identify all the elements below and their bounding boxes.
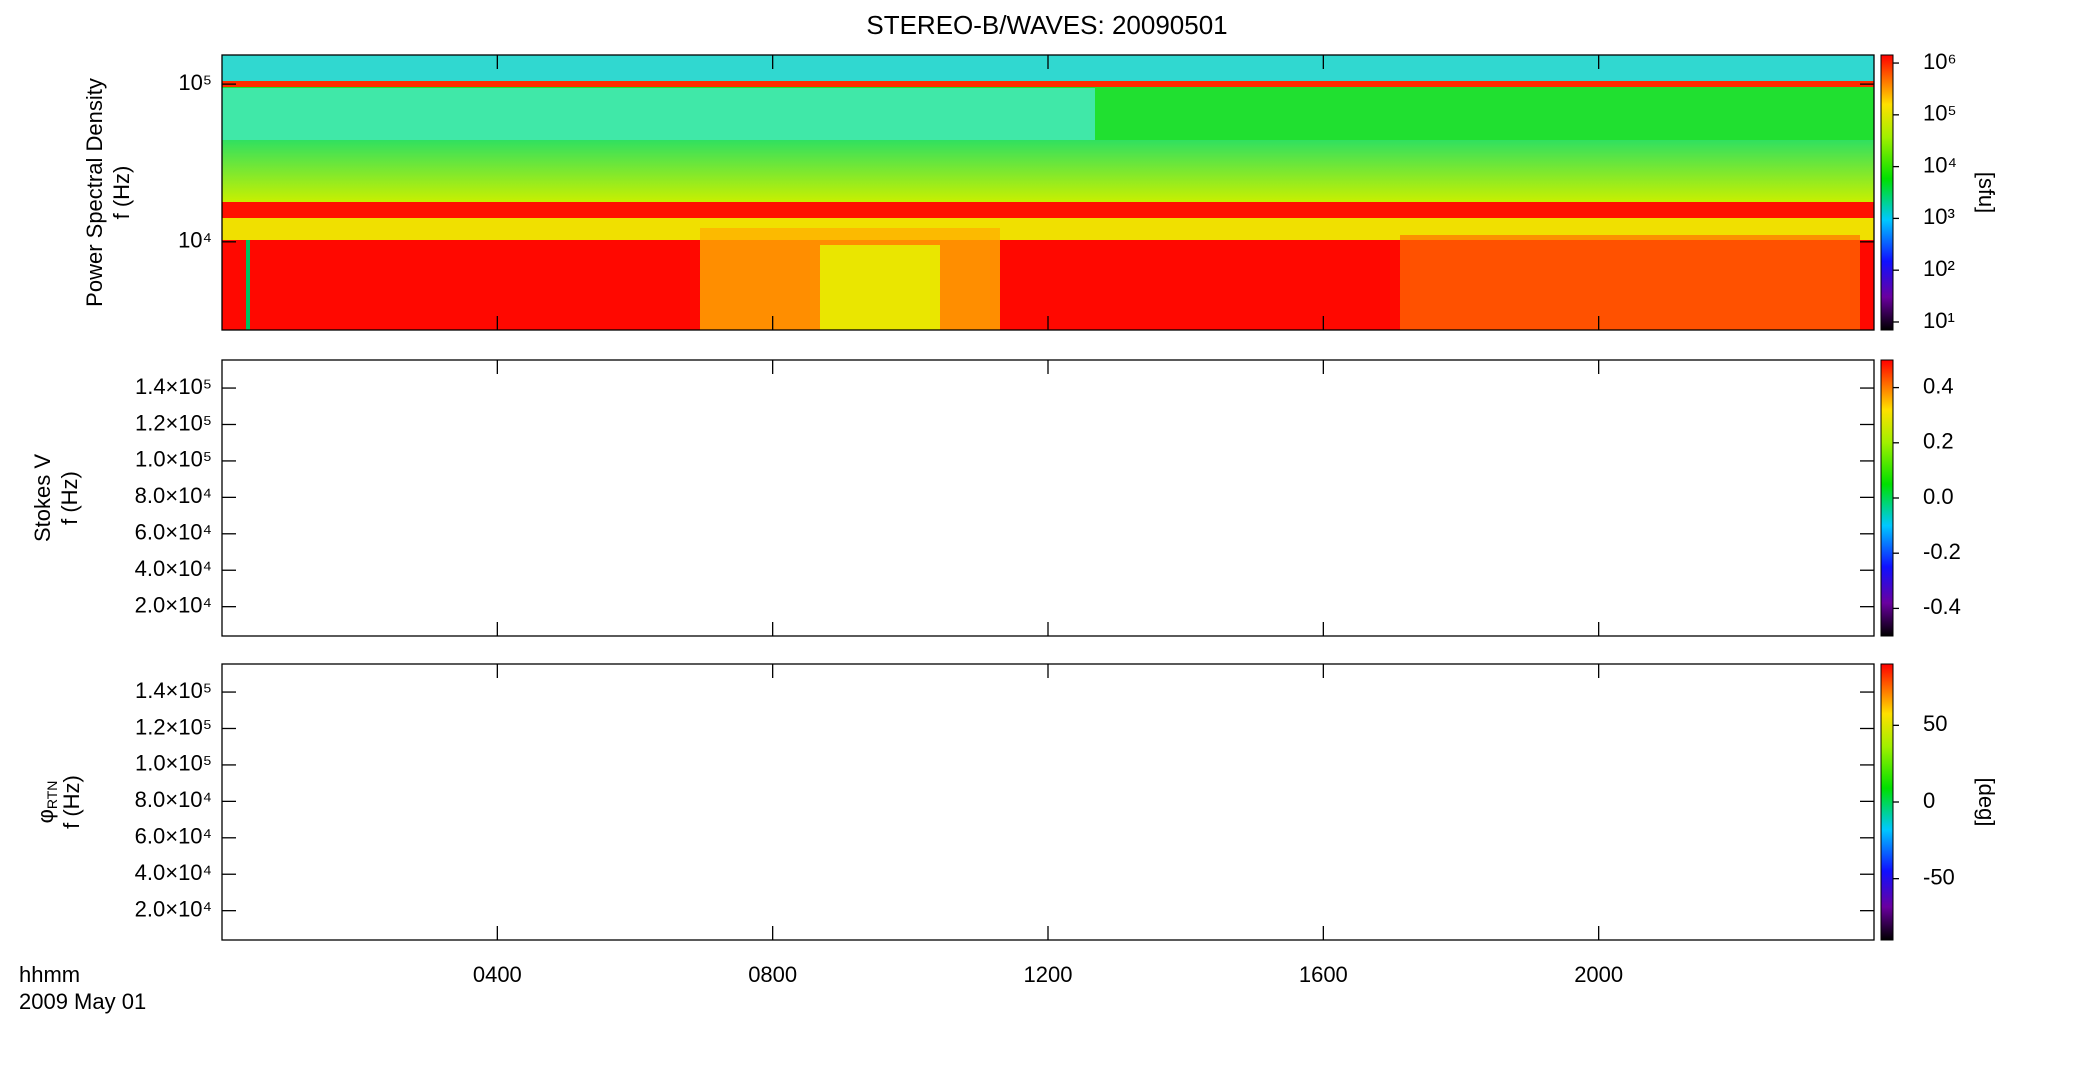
x-tick-label: 2000 (1574, 962, 1623, 987)
y-axis-label-text: f (Hz) (109, 166, 134, 220)
y-tick-label: 8.0×10⁴ (135, 483, 212, 508)
colorbar-tick-label: 10⁵ (1923, 101, 1957, 126)
chart-title: STEREO-B/WAVES: 20090501 (866, 10, 1227, 40)
y-axis-label-text: f (Hz) (59, 775, 84, 829)
colorbar-label: [deg] (1974, 778, 1999, 827)
y-tick-label: 10⁴ (178, 228, 212, 253)
colorbar-tick-label: 0 (1923, 788, 1935, 813)
x-tick-label: 1600 (1299, 962, 1348, 987)
plot-frame (221, 663, 1875, 941)
y-tick-label: 2.0×10⁴ (135, 592, 212, 617)
y-tick-label: 1.2×10⁵ (135, 410, 212, 435)
y-tick-label: 1.4×10⁵ (135, 678, 212, 703)
colorbar-tick-label: 10¹ (1923, 308, 1955, 333)
x-axis-date: 2009 May 01 (19, 989, 146, 1014)
y-axis-label-text: φ (33, 809, 58, 823)
y-tick-label: 1.0×10⁵ (135, 751, 212, 776)
colorbar (1880, 359, 1894, 637)
colorbar-tick-label: 0.2 (1923, 429, 1954, 454)
y-axis-label: f (Hz) (109, 166, 134, 220)
y-axis-label: Stokes V (30, 454, 55, 542)
y-axis-label: f (Hz) (59, 775, 84, 829)
colorbar-tick-label: 10³ (1923, 204, 1955, 229)
y-axis-label-subscript: RTN (44, 781, 60, 810)
y-tick-label: 2.0×10⁴ (135, 896, 212, 921)
y-tick-label: 4.0×10⁴ (135, 556, 212, 581)
colorbar-tick-label: 0.0 (1923, 484, 1954, 509)
colorbar-tick-label: 10⁶ (1923, 49, 1957, 74)
y-tick-label: 1.4×10⁵ (135, 374, 212, 399)
y-tick-label: 4.0×10⁴ (135, 860, 212, 885)
spectrogram (222, 55, 1874, 330)
y-axis-label: f (Hz) (57, 471, 82, 525)
colorbar-tick-label: 0.4 (1923, 373, 1954, 398)
y-tick-label: 1.2×10⁵ (135, 714, 212, 739)
x-axis-label: hhmm (19, 962, 80, 987)
colorbar-tick-label: -0.2 (1923, 539, 1961, 564)
colorbar-tick-label: -0.4 (1923, 594, 1961, 619)
x-tick-label: 0400 (473, 962, 522, 987)
x-tick-label: 0800 (748, 962, 797, 987)
colorbar (1880, 663, 1894, 941)
y-axis-label-text: f (Hz) (57, 471, 82, 525)
colorbar-label: [sfu] (1974, 172, 1999, 214)
y-tick-label: 6.0×10⁴ (135, 824, 212, 849)
plot-frame (221, 359, 1875, 637)
y-tick-label: 6.0×10⁴ (135, 520, 212, 545)
colorbar (1880, 54, 1894, 331)
y-tick-label: 1.0×10⁵ (135, 447, 212, 472)
y-tick-label: 10⁵ (178, 70, 212, 95)
y-axis-label-text: Power Spectral Density (82, 78, 107, 307)
colorbar-tick-label: 10⁴ (1923, 152, 1957, 177)
y-axis-label: φRTN (33, 781, 60, 824)
y-axis-label: Power Spectral Density (82, 78, 107, 307)
colorbar-tick-label: -50 (1923, 864, 1955, 889)
y-axis-label-text: Stokes V (30, 454, 55, 542)
colorbar-tick-label: 50 (1923, 711, 1947, 736)
colorbar-tick-label: 10² (1923, 256, 1955, 281)
x-tick-label: 1200 (1024, 962, 1073, 987)
y-tick-label: 8.0×10⁴ (135, 787, 212, 812)
